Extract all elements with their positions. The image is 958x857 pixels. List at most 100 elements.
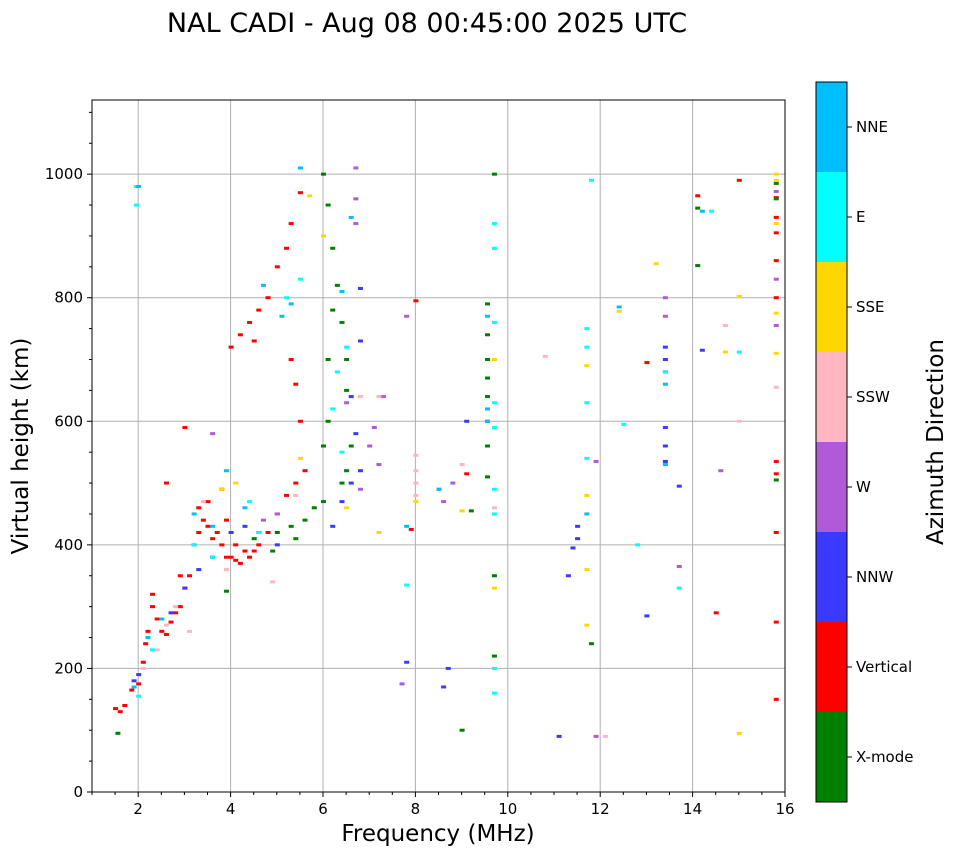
data-point-nne <box>191 512 197 516</box>
data-point-nne <box>288 302 294 306</box>
data-point-xmode <box>485 333 491 337</box>
data-point-nnw <box>644 614 650 618</box>
data-point-xmode <box>773 181 779 185</box>
data-point-e <box>584 345 590 349</box>
data-point-ssw <box>736 419 742 423</box>
data-point-vertical <box>297 191 303 195</box>
data-point-vertical <box>413 299 419 303</box>
data-point-xmode <box>270 549 276 553</box>
data-point-e <box>635 543 641 547</box>
data-point-nnw <box>662 358 668 361</box>
data-point-vertical <box>256 543 262 547</box>
data-point-vertical <box>117 710 123 714</box>
data-point-e <box>191 543 197 547</box>
data-point-vertical <box>773 231 779 235</box>
data-point-sse <box>616 309 622 313</box>
data-point-vertical <box>288 358 294 361</box>
data-point-xmode <box>491 654 497 658</box>
data-point-e <box>256 531 262 534</box>
data-point-xmode <box>695 264 701 268</box>
data-point-w <box>662 314 668 318</box>
data-point-nnw <box>357 286 363 290</box>
data-point-xmode <box>325 358 331 361</box>
data-point-vertical <box>773 259 779 263</box>
data-point-e <box>247 500 253 504</box>
colorbar-segment <box>816 262 847 352</box>
data-point-vertical <box>773 697 779 701</box>
data-point-w <box>450 481 456 485</box>
data-point-vertical <box>219 543 225 547</box>
data-point-e <box>491 666 497 670</box>
data-point-vertical <box>113 707 119 711</box>
data-point-nnw <box>404 660 410 664</box>
data-point-xmode <box>485 475 491 479</box>
data-point-vertical <box>251 549 257 553</box>
data-point-w <box>344 401 350 405</box>
data-point-nne <box>223 469 229 473</box>
data-point-xmode <box>491 574 497 578</box>
data-point-xmode <box>288 524 294 528</box>
data-point-ssw <box>542 354 548 358</box>
data-point-vertical <box>223 518 229 522</box>
data-point-xmode <box>311 506 317 510</box>
data-point-vertical <box>293 481 299 485</box>
data-point-vertical <box>408 527 414 531</box>
y-tick-label: 400 <box>54 536 83 554</box>
data-point-nnw <box>136 673 142 677</box>
data-point-nnw <box>464 419 470 423</box>
data-point-nnw <box>570 546 576 550</box>
data-point-nne <box>485 314 491 318</box>
data-point-vertical <box>163 481 169 485</box>
data-point-nnw <box>330 524 336 528</box>
data-point-sse <box>722 350 728 354</box>
data-point-nnw <box>676 484 682 488</box>
colorbar-tick-label: SSE <box>856 298 885 316</box>
data-point-xmode <box>485 358 491 361</box>
data-point-e <box>133 203 139 207</box>
data-point-vertical <box>150 592 156 596</box>
data-point-xmode <box>321 444 326 448</box>
y-axis-ticks: 0 200 400 600 800 1000 <box>45 111 92 801</box>
data-point-vertical <box>237 561 243 565</box>
data-point-vertical <box>159 629 165 633</box>
x-axis-ticks: 2 4 6 8 10 12 14 16 <box>91 792 795 818</box>
data-point-ssw <box>154 648 160 652</box>
data-point-vertical <box>200 518 206 522</box>
data-point-xmode <box>485 302 491 306</box>
data-point-e <box>210 555 216 559</box>
x-tick-label: 4 <box>226 800 236 818</box>
colorbar-tick-label: SSW <box>856 388 890 406</box>
data-point-vertical <box>644 361 650 365</box>
data-point-xmode <box>485 444 491 448</box>
data-point-nne <box>145 636 151 640</box>
data-point-nne <box>404 524 410 528</box>
data-point-e <box>491 691 497 695</box>
data-point-nnw <box>575 537 581 541</box>
data-point-xmode <box>321 172 326 176</box>
data-point-vertical <box>773 472 779 476</box>
data-point-e <box>491 222 497 226</box>
data-point-nne <box>485 419 491 423</box>
data-point-vertical <box>464 472 470 476</box>
data-point-w <box>441 500 447 504</box>
data-point-xmode <box>344 358 350 361</box>
data-point-xmode <box>491 172 497 176</box>
data-point-w <box>773 277 779 281</box>
data-point-vertical <box>228 345 234 349</box>
data-point-xmode <box>339 320 345 324</box>
data-point-ssw <box>187 629 193 633</box>
data-point-e <box>404 583 410 587</box>
data-point-nnw <box>565 574 571 578</box>
data-point-ssw <box>413 481 419 485</box>
data-point-xmode <box>302 518 308 522</box>
data-point-vertical <box>143 642 149 646</box>
data-point-vertical <box>177 574 183 578</box>
data-point-nne <box>699 209 705 213</box>
data-point-vertical <box>163 632 169 636</box>
data-point-nnw <box>662 345 668 349</box>
colorbar-segment <box>816 532 847 622</box>
data-point-ssw <box>413 469 419 473</box>
data-point-w <box>353 197 359 201</box>
data-point-ssw <box>413 493 419 497</box>
